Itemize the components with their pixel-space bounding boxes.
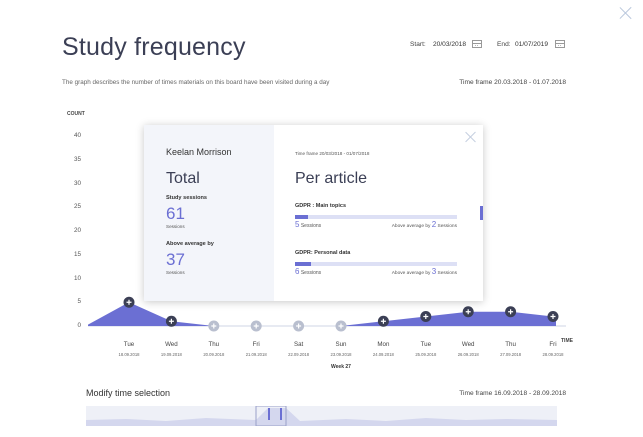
plus-icon [338, 323, 344, 329]
start-calendar-icon[interactable] [472, 40, 482, 48]
plus-icon [253, 323, 259, 329]
x-tick-date: 20.09.2018 [203, 352, 225, 357]
popup-scrollbar[interactable] [480, 206, 483, 220]
end-label: End: [497, 41, 511, 48]
week-label: Week 27 [331, 364, 351, 370]
popup-close-icon[interactable] [465, 131, 477, 143]
x-tick-day: Tue [123, 341, 135, 348]
y-tick-label: 15 [73, 250, 81, 258]
page-subtitle: The graph describes the number of times … [62, 79, 330, 86]
y-tick-label: 10 [73, 274, 81, 282]
article-progress-fill [295, 262, 312, 266]
student-name: Keelan Morrison [166, 147, 232, 157]
x-tick-day: Thu [208, 341, 220, 348]
plus-icon [465, 309, 471, 315]
plus-icon [126, 299, 132, 305]
x-tick-day: Tue [420, 341, 432, 348]
article-progress-track [295, 215, 457, 219]
x-tick-day: Sun [335, 341, 347, 348]
x-tick-day: Fri [549, 341, 557, 348]
y-tick-label: 35 [73, 155, 81, 163]
article-name: GDPR: Personal data [295, 250, 351, 256]
end-calendar-icon[interactable] [555, 40, 565, 48]
study-sessions-unit: Sessions [166, 224, 185, 229]
series-area [88, 302, 556, 326]
x-tick-day: Wed [165, 341, 178, 348]
study-sessions-value: 61 [166, 204, 185, 223]
y-axis-title: COUNT [67, 111, 85, 117]
article-above-average: Above average by 3 Sessions [391, 267, 457, 276]
article-name: GDPR : Main topics [295, 203, 347, 209]
start-label: Start: [410, 41, 426, 48]
above-average-label: Above average by [166, 241, 214, 247]
plus-icon [296, 323, 302, 329]
plus-icon [550, 314, 556, 319]
modify-time-title: Modify time selection [86, 388, 171, 398]
article-progress-fill [295, 215, 308, 219]
x-tick-date: 24.09.2018 [372, 352, 394, 357]
timeframe-label: Time frame 20.03.2018 - 01.07.2018 [459, 79, 566, 86]
y-tick-label: 0 [77, 322, 81, 329]
x-tick-date: 27.09.2018 [500, 352, 522, 357]
end-date-field[interactable]: 01/07/2019 [515, 41, 549, 48]
plus-icon [168, 318, 174, 324]
selection-timeframe: Time frame 16.09.2018 - 28.09.2018 [459, 390, 566, 397]
total-title: Total [166, 170, 200, 187]
x-tick-date: 26.09.2018 [457, 352, 479, 357]
popup-total-panel [144, 125, 274, 301]
x-tick-day: Mon [377, 341, 390, 348]
plus-icon [380, 318, 386, 324]
y-tick-label: 25 [73, 203, 81, 211]
x-tick-day: Thu [505, 341, 516, 348]
range-handle-right[interactable] [280, 408, 282, 420]
mini-chart [86, 406, 557, 426]
range-handle-left[interactable] [268, 408, 270, 420]
y-tick-label: 40 [73, 132, 81, 139]
article-sessions: 5 Sessions [295, 220, 322, 229]
time-range-slider[interactable] [86, 406, 557, 426]
x-axis-title: TIME [561, 338, 573, 344]
plus-icon [423, 314, 429, 319]
article-above-average: Above average by 2 Sessions [391, 220, 457, 229]
above-average-unit: Sessions [166, 270, 185, 275]
plus-icon [508, 309, 514, 315]
x-tick-date: 23.09.2018 [330, 352, 352, 357]
popup-timeframe: Time frame 20/03/2018 - 01/07/2018 [295, 151, 370, 156]
x-tick-date: 19.09.2018 [160, 352, 182, 357]
page-title: Study frequency [62, 33, 246, 61]
study-sessions-label: Study sessions [166, 195, 208, 201]
x-tick-date: 18.09.2018 [118, 352, 140, 357]
plus-icon [211, 323, 217, 329]
x-tick-date: 21.09.2018 [245, 352, 267, 357]
article-progress-track [295, 262, 457, 266]
x-tick-date: 28.09.2018 [542, 352, 564, 357]
x-tick-day: Wed [461, 341, 475, 348]
x-tick-day: Sat [293, 341, 304, 348]
x-tick-date: 25.09.2018 [415, 352, 437, 357]
student-popup: Keelan Morrison Total Study sessions 61 … [144, 125, 483, 301]
above-average-value: 37 [166, 250, 185, 269]
per-article-title: Per article [295, 170, 368, 187]
y-tick-label: 30 [73, 179, 81, 187]
start-date-field[interactable]: 20/03/2018 [433, 41, 467, 48]
x-tick-day: Fri [252, 341, 260, 348]
x-tick-date: 22.09.2018 [288, 352, 310, 357]
y-tick-label: 5 [77, 298, 81, 306]
y-tick-label: 20 [73, 227, 81, 234]
article-sessions: 6 Sessions [295, 267, 322, 276]
